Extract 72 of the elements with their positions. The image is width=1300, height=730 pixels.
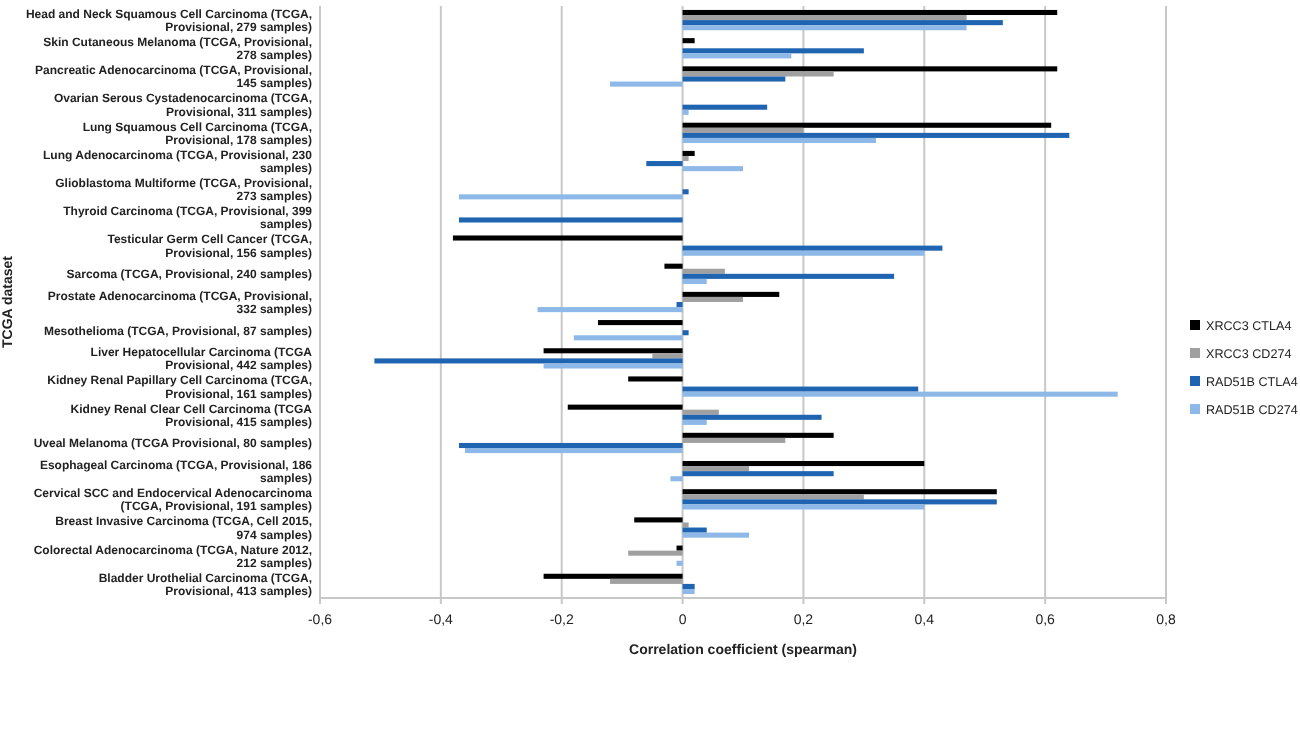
bar	[452, 235, 683, 241]
bar	[682, 386, 919, 392]
bar	[682, 189, 689, 195]
bar	[682, 137, 876, 144]
bar	[458, 194, 683, 200]
bar	[682, 583, 695, 589]
bar	[573, 335, 683, 341]
bar	[682, 250, 925, 256]
bar	[682, 155, 689, 162]
bar	[682, 414, 822, 420]
bar	[682, 296, 743, 302]
bar	[682, 494, 864, 500]
bar	[682, 391, 1118, 397]
bar	[682, 71, 834, 77]
bar	[646, 161, 683, 167]
bar	[610, 81, 683, 87]
bar	[682, 127, 804, 133]
bar	[597, 320, 683, 326]
bar	[634, 517, 683, 523]
bar	[543, 348, 683, 354]
bar	[682, 109, 689, 115]
bar	[543, 573, 683, 579]
bar	[682, 504, 925, 510]
bar	[628, 550, 683, 556]
bar	[610, 578, 683, 584]
bar	[682, 104, 768, 110]
bar	[682, 166, 743, 172]
bar	[682, 432, 834, 438]
bar	[682, 466, 750, 472]
bar	[682, 268, 725, 274]
bar	[682, 132, 1070, 138]
bar	[682, 471, 834, 477]
bar	[664, 263, 683, 269]
bar	[628, 376, 683, 382]
bar	[682, 330, 689, 336]
bar	[682, 527, 707, 533]
bar	[682, 437, 786, 443]
bar	[682, 419, 707, 425]
bar	[682, 532, 750, 538]
bar	[652, 353, 683, 359]
bar	[458, 217, 683, 223]
bar	[682, 53, 792, 59]
bar	[465, 448, 683, 454]
bar	[682, 278, 707, 284]
bar	[682, 291, 780, 297]
bar	[682, 460, 925, 467]
bar	[537, 307, 683, 313]
bar	[682, 522, 689, 528]
bar	[676, 302, 683, 308]
bar	[374, 358, 683, 364]
bar	[458, 442, 683, 449]
bar	[670, 476, 683, 482]
bar	[567, 404, 683, 410]
bar	[543, 363, 683, 369]
bar	[682, 588, 695, 595]
bar	[682, 76, 786, 82]
bar	[682, 20, 1003, 26]
bar	[682, 409, 719, 415]
bar	[682, 15, 967, 21]
bar	[682, 499, 997, 505]
bar	[682, 245, 943, 251]
bar	[682, 273, 895, 279]
bar	[682, 150, 695, 156]
bar	[676, 560, 683, 566]
bar	[682, 489, 997, 495]
bar	[676, 545, 683, 551]
bar	[682, 122, 1052, 128]
bar	[682, 66, 1058, 72]
bar	[682, 48, 864, 54]
bar	[682, 25, 967, 31]
bar	[682, 9, 1058, 16]
bar	[682, 38, 695, 44]
